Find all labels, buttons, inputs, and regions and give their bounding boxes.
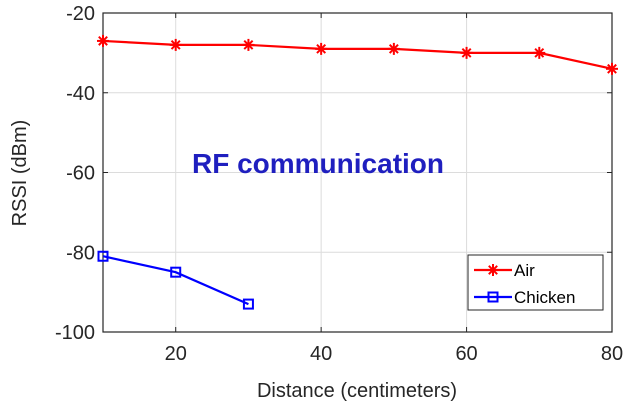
data-point bbox=[97, 34, 109, 47]
x-tick-label: 40 bbox=[310, 343, 332, 365]
y-tick-label: -60 bbox=[66, 163, 95, 185]
x-tick-label: 20 bbox=[165, 343, 187, 365]
legend-label: Chicken bbox=[514, 288, 575, 307]
marker-stroke bbox=[316, 43, 327, 54]
data-point bbox=[97, 250, 109, 262]
legend-label: Air bbox=[514, 261, 535, 280]
marker-stroke bbox=[170, 39, 181, 50]
marker-stroke bbox=[607, 63, 617, 74]
x-tick-label: 60 bbox=[455, 343, 477, 365]
series-line bbox=[102, 39, 613, 70]
chart-annotation: RF communication bbox=[192, 148, 444, 179]
data-point bbox=[242, 298, 254, 310]
series-chicken bbox=[97, 250, 254, 310]
legend-marker bbox=[487, 264, 499, 276]
series-lines bbox=[97, 34, 618, 310]
marker-stroke bbox=[461, 47, 472, 58]
marker-stroke bbox=[243, 39, 254, 50]
series-air bbox=[97, 34, 618, 75]
data-point bbox=[315, 42, 328, 55]
y-axis-label: RSSI (dBm) bbox=[9, 120, 31, 227]
y-tick-label: -20 bbox=[66, 3, 95, 25]
marker-stroke bbox=[388, 43, 399, 54]
legend: Air Chicken bbox=[467, 254, 604, 311]
series-line bbox=[102, 255, 249, 306]
axis-ticks: 20 40 60 80 -100 -80 -60 -40 -20 bbox=[55, 3, 623, 365]
legend-item-air: Air bbox=[474, 261, 535, 280]
data-point bbox=[387, 42, 400, 55]
marker-stroke bbox=[98, 36, 108, 46]
data-point bbox=[170, 266, 182, 278]
marker-stroke bbox=[488, 265, 498, 275]
data-point bbox=[606, 62, 618, 75]
data-point bbox=[242, 38, 255, 51]
data-point bbox=[533, 46, 546, 59]
x-tick-label: 80 bbox=[601, 343, 623, 365]
legend-marker bbox=[487, 291, 499, 303]
x-axis-label: Distance (centimeters) bbox=[257, 380, 457, 402]
marker-stroke bbox=[534, 47, 545, 58]
legend-item-chicken: Chicken bbox=[474, 288, 575, 307]
y-tick-label: -100 bbox=[55, 322, 95, 344]
data-point bbox=[169, 38, 182, 51]
y-tick-label: -40 bbox=[66, 83, 95, 105]
y-tick-label: -80 bbox=[66, 242, 95, 264]
data-point bbox=[460, 46, 473, 59]
